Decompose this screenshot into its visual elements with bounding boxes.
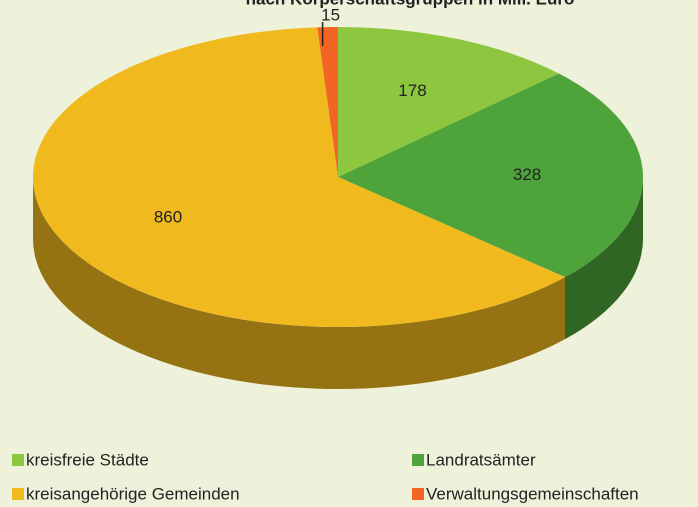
slice (33, 27, 565, 327)
slice (338, 73, 643, 278)
legend-swatch (412, 488, 424, 500)
slice-side (33, 177, 565, 389)
legend-label: kreisangehörige Gemeinden (26, 484, 240, 503)
data-label: 860 (154, 207, 182, 226)
legend-swatch (412, 454, 424, 466)
legend-swatch (12, 488, 24, 500)
legend-label: Verwaltungsgemeinschaften (426, 484, 639, 503)
data-label: 15 (321, 5, 340, 24)
legend-label: Landratsämter (426, 450, 536, 469)
data-label: 178 (398, 81, 426, 100)
slice (338, 27, 559, 177)
legend-swatch (12, 454, 24, 466)
data-label: 328 (513, 165, 541, 184)
legend-label: kreisfreie Städte (26, 450, 149, 469)
slice (317, 27, 338, 177)
chart-title: nach Körperschaftsgruppen in Mill. Euro (246, 0, 575, 8)
slice-side (564, 177, 643, 340)
